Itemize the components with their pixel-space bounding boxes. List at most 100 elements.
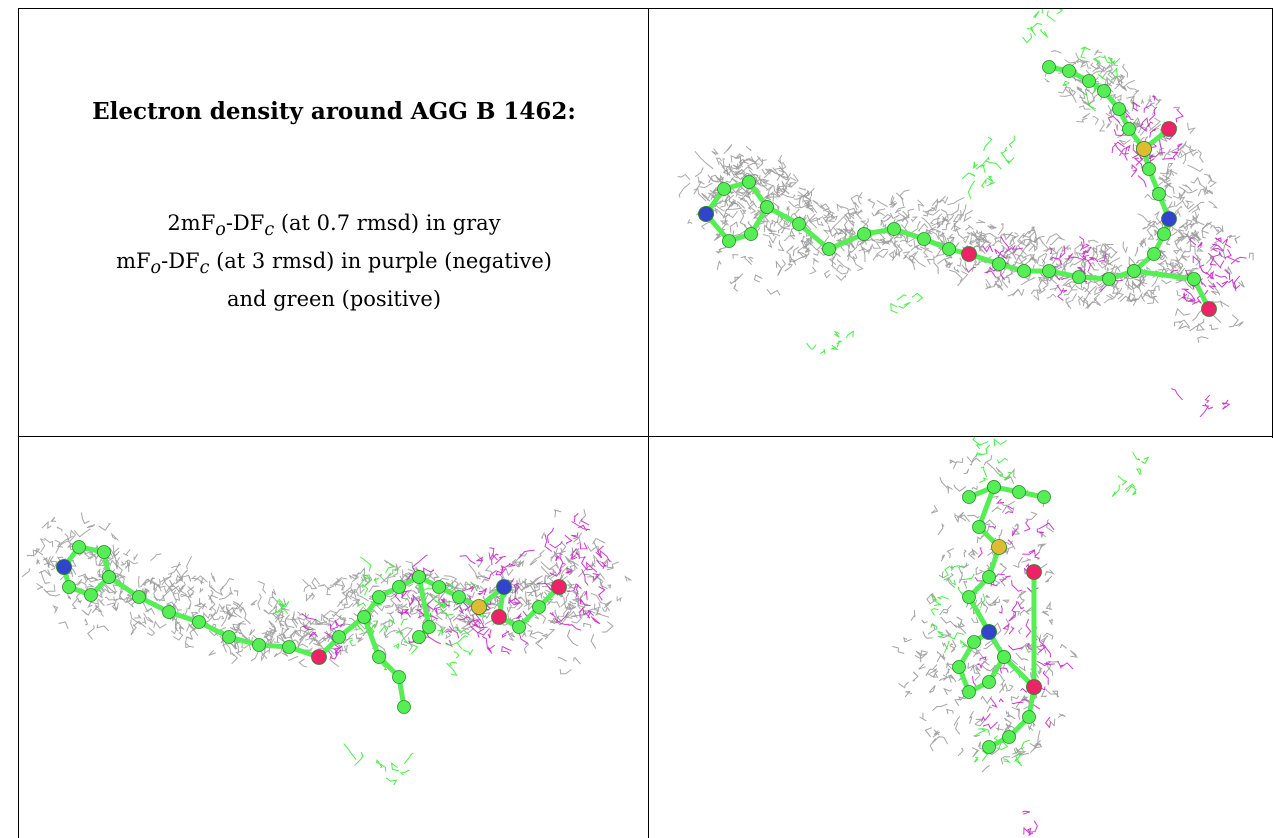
purple-density-mesh [1022, 810, 1038, 837]
oxygen-atom [1026, 679, 1042, 695]
purple-density-mesh [1171, 388, 1231, 418]
sulfur-atom [991, 539, 1007, 555]
green-density-mesh [343, 743, 414, 786]
carbon-atom [1157, 227, 1171, 241]
table-border-left [18, 8, 19, 838]
carbon-atom [962, 685, 976, 699]
carbon-atom [717, 182, 731, 196]
carbon-atom [412, 570, 426, 584]
legend-text: 2mFo-DFc (at 0.7 rmsd) in gray mFo-DFc (… [19, 208, 649, 315]
carbon-atom [1022, 710, 1036, 724]
carbon-atom [744, 227, 758, 241]
carbon-atom [942, 242, 956, 256]
gray-density-mesh [1170, 222, 1254, 343]
density-image-bottom-right [892, 437, 1150, 837]
gray-density-mesh [701, 154, 816, 296]
density-image-top-right [677, 9, 1254, 418]
carbon-atom [1097, 84, 1111, 98]
carbon-atom [357, 610, 371, 624]
oxygen-atom [551, 579, 567, 595]
carbon-atom [72, 540, 86, 554]
carbon-atom [282, 640, 296, 654]
carbon-atom [532, 600, 546, 614]
sulfonyl-oxygen [1136, 121, 1177, 157]
carbon-atom [1017, 264, 1031, 278]
gray-density-mesh [897, 203, 973, 265]
carbon-atom [1112, 102, 1126, 116]
carbon-atom [102, 570, 116, 584]
view-bottom-right [649, 437, 1273, 838]
carbon-atom [1127, 264, 1141, 278]
carbon-atom [742, 175, 756, 189]
ligand-chain [357, 610, 411, 714]
green-density-mesh [1111, 451, 1150, 497]
carbon-atom [332, 630, 346, 644]
carbon-atom [1147, 247, 1161, 261]
ligand-chain [760, 60, 1177, 286]
ligand-chain [1127, 264, 1217, 317]
carbon-atom [397, 700, 411, 714]
ligand-chain [412, 570, 436, 644]
carbon-atom [1152, 187, 1166, 201]
gray-density-mesh [507, 509, 614, 675]
carbon-atom [192, 615, 206, 629]
figure-title: Electron density around AGG B 1462: [92, 98, 576, 125]
oxygen-atom [311, 649, 327, 665]
carbon-atom [432, 580, 446, 594]
sulfonyl-oxygen [1026, 564, 1042, 695]
green-density-mesh [961, 135, 1015, 199]
gray-density-mesh [405, 560, 473, 640]
carbon-atom [372, 590, 386, 604]
oxygen-atom [1161, 121, 1177, 137]
carbon-atom [760, 200, 774, 214]
carbon-atom [1187, 272, 1201, 286]
gray-density-mesh [125, 572, 204, 633]
carbon-atom [162, 605, 176, 619]
carbon-atom [372, 650, 386, 664]
carbon-atom [412, 630, 426, 644]
gray-density-mesh [930, 453, 1054, 613]
carbon-atom [972, 520, 986, 534]
legend-line-3: and green (positive) [226, 287, 442, 312]
carbon-atom [822, 242, 836, 256]
carbon-atom [422, 620, 436, 634]
carbon-atom [97, 545, 111, 559]
carbon-atom [512, 620, 526, 634]
carbon-atom [452, 590, 466, 604]
oxygen-atom [961, 246, 977, 262]
purple-density-mesh [974, 498, 1055, 622]
caption-cell: Electron density around AGG B 1462: 2mFo… [19, 8, 649, 434]
carbon-atom [982, 740, 996, 754]
legend-line-1: 2mFo-DFc (at 0.7 rmsd) in gray [167, 211, 501, 241]
green-density-mesh [273, 598, 290, 615]
carbon-atom [222, 630, 236, 644]
green-density-mesh [1022, 9, 1064, 44]
purple-density-mesh [536, 513, 611, 631]
gray-density-mesh [524, 554, 610, 618]
density-image-bottom-left [21, 509, 633, 786]
carbon-atom [982, 570, 996, 584]
carbon-atom [887, 222, 901, 236]
carbon-atom [1102, 272, 1116, 286]
carbon-atom [132, 590, 146, 604]
nitrogen-atom [496, 579, 512, 595]
gray-density-mesh [1158, 122, 1199, 181]
view-top-right [649, 9, 1272, 436]
oxygen-atom [491, 609, 507, 625]
nitrogen-atom [1161, 211, 1177, 227]
purple-density-mesh [301, 613, 344, 660]
table-border-top [18, 8, 1273, 9]
carbon-atom [722, 234, 736, 248]
purple-density-mesh [1170, 237, 1247, 309]
table-border-middle [648, 8, 649, 838]
carbon-atom [1042, 60, 1056, 74]
carbon-atom [84, 588, 98, 602]
carbon-atom [1037, 490, 1051, 504]
green-density-mesh [930, 565, 986, 653]
carbon-atom [952, 660, 966, 674]
carbon-atom [252, 638, 266, 652]
carbon-atom [962, 490, 976, 504]
carbon-atom [917, 232, 931, 246]
carbon-atom [1122, 122, 1136, 136]
